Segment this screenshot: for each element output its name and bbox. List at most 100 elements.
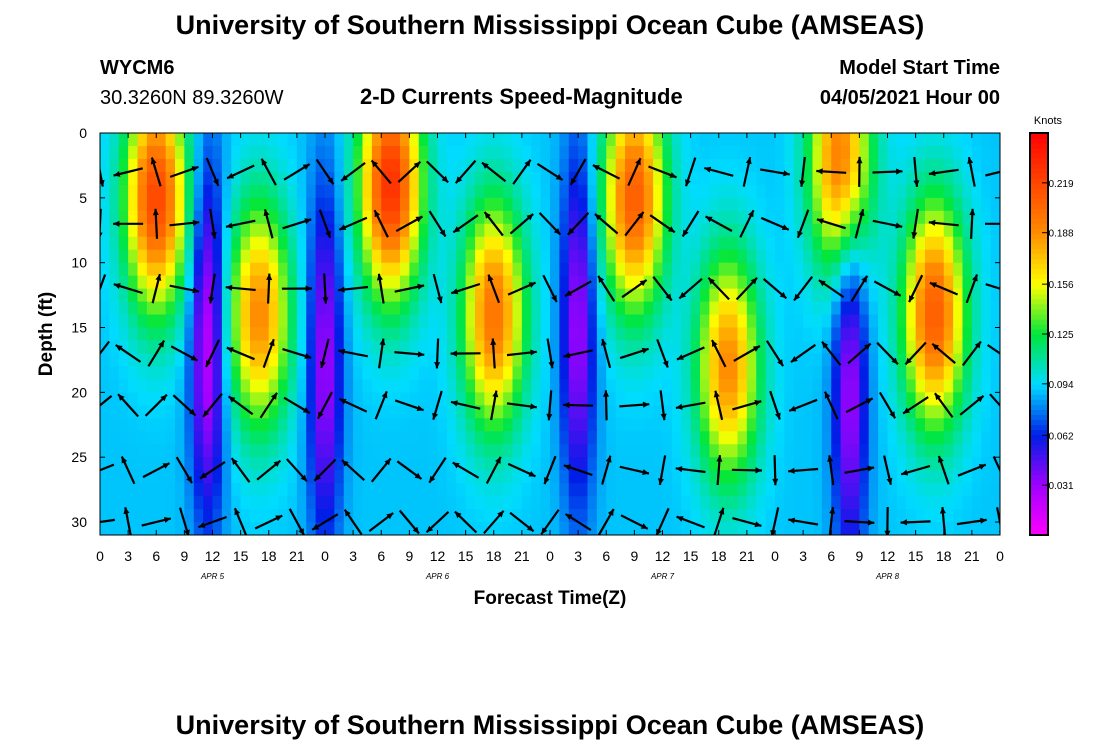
heat-cell: [915, 379, 926, 393]
heat-cell: [803, 496, 814, 510]
heat-cell: [962, 275, 973, 290]
vector-head: [799, 180, 806, 187]
y-tick-label: 25: [71, 449, 87, 465]
vector-head: [909, 295, 915, 303]
heat-cell: [765, 353, 776, 368]
heat-cell: [568, 133, 579, 147]
heat-cell: [334, 301, 345, 316]
heat-cell: [456, 301, 467, 316]
heat-cell: [700, 366, 710, 380]
heat-cell: [512, 210, 523, 225]
heat-cell: [128, 457, 139, 471]
colorbar-segment: [1030, 233, 1048, 240]
heat-cell: [250, 366, 260, 380]
heat-cell: [268, 210, 279, 225]
heat-cell: [850, 366, 860, 380]
heat-cell: [784, 171, 795, 186]
heat-cell: [540, 483, 551, 497]
heat-cell: [287, 379, 298, 393]
heat-cell: [540, 197, 551, 212]
heat-cell: [662, 171, 673, 186]
heat-cell: [221, 133, 232, 147]
heat-cell: [221, 470, 232, 484]
heat-cell: [250, 392, 260, 406]
heat-cell: [184, 314, 195, 329]
heat-cell: [971, 184, 982, 199]
heat-cell: [231, 223, 242, 238]
heat-cell: [128, 431, 139, 445]
heat-cell: [465, 418, 476, 432]
heat-cell: [625, 158, 635, 173]
heat-cell: [137, 275, 148, 290]
heat-cell: [878, 327, 889, 342]
heat-cell: [521, 431, 532, 445]
heat-cell: [878, 197, 889, 212]
heat-cell: [906, 262, 917, 277]
heat-cell: [203, 249, 214, 264]
heat-cell: [578, 483, 589, 497]
heat-cell: [625, 457, 635, 471]
heat-cell: [765, 457, 776, 471]
colorbar-tick-label: 0.031: [1048, 481, 1073, 492]
heat-cell: [953, 418, 964, 432]
heat-cell: [578, 392, 589, 406]
vector-head: [266, 273, 273, 281]
heat-cell: [287, 184, 298, 199]
heat-cell: [390, 133, 401, 147]
heat-cell: [231, 275, 242, 290]
vector-head: [314, 474, 321, 481]
heat-cell: [287, 288, 298, 303]
heat-cell: [568, 353, 579, 368]
current-vector: [872, 219, 903, 229]
heat-cell: [390, 262, 401, 277]
heat-cell: [765, 405, 776, 419]
heat-cell: [418, 171, 429, 186]
heat-cell: [681, 431, 692, 445]
heat-cell: [662, 379, 673, 393]
vector-head: [662, 360, 669, 368]
heat-cell: [934, 145, 945, 160]
heat-cell: [981, 509, 992, 523]
heat-cell: [925, 431, 935, 445]
heat-cell: [465, 275, 476, 290]
heat-cell: [700, 301, 710, 316]
heat-cell: [700, 171, 710, 186]
colorbar-segment: [1030, 509, 1048, 516]
heat-cell: [306, 405, 317, 419]
heat-cell: [456, 223, 467, 238]
heat-cell: [456, 236, 467, 251]
heat-cell: [175, 392, 185, 406]
heat-cell: [531, 288, 542, 303]
heat-cell: [653, 288, 664, 303]
heat-cell: [493, 288, 504, 303]
heat-cell: [568, 340, 579, 355]
heat-cell: [334, 249, 345, 264]
heat-cell: [259, 392, 270, 406]
heat-cell: [568, 262, 579, 277]
heat-cell: [634, 457, 645, 471]
heat-cell: [493, 236, 504, 251]
vector-head: [1004, 410, 1010, 417]
heat-cell: [409, 288, 420, 303]
heat-cell: [128, 327, 139, 342]
vector-head: [745, 157, 752, 165]
heat-cell: [803, 301, 814, 316]
heat-cell: [165, 340, 176, 355]
heat-cell: [128, 275, 139, 290]
vector-head: [164, 517, 171, 523]
heat-cell: [943, 197, 954, 212]
heat-cell: [943, 366, 954, 380]
heat-cell: [296, 171, 307, 186]
heat-cell: [915, 392, 926, 406]
colorbar-segment: [1030, 494, 1048, 501]
heat-cell: [578, 145, 589, 160]
heat-cell: [437, 353, 448, 368]
heat-cell: [315, 210, 326, 225]
heat-cell: [437, 249, 448, 264]
heat-cell: [362, 262, 373, 277]
heat-cell: [475, 171, 485, 186]
current-vector: [796, 209, 810, 239]
heat-cell: [671, 262, 682, 277]
current-vector: [282, 348, 312, 359]
heat-cell: [146, 431, 157, 445]
